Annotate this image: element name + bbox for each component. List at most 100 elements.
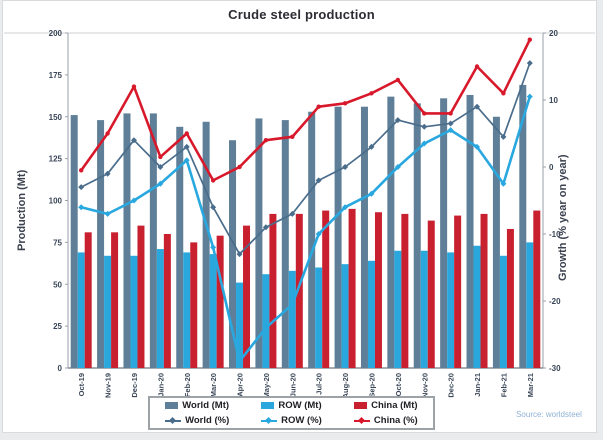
bar-world_mt [70, 115, 78, 368]
marker-row_pct [394, 164, 401, 170]
x-tick-label: Dec-20 [447, 373, 456, 398]
marker-world_pct [183, 143, 190, 150]
bar-row_mt [288, 270, 296, 368]
bar-world_mt [387, 96, 395, 369]
x-tick-label: Feb-20 [183, 373, 192, 397]
left-axis-label: Production (Mt) [16, 169, 28, 251]
left-tick-label: 175 [49, 71, 63, 80]
marker-world_pct [78, 184, 85, 191]
marker-world_pct [262, 224, 269, 231]
x-tick-label: Aug-20 [341, 373, 350, 398]
x-tick-label: Jan-21 [473, 373, 482, 397]
bar-china_mt [401, 213, 409, 368]
marker-china_pct [474, 64, 480, 69]
marker-china_pct [263, 138, 269, 143]
bar-china_mt [269, 213, 277, 368]
marker-china_pct [342, 101, 348, 106]
marker-world_pct [315, 177, 322, 184]
marker-row_pct [157, 180, 164, 187]
marker-world_pct [368, 143, 375, 150]
source-text: Source: worldsteel [516, 410, 582, 419]
chart-title: Crude steel production [228, 7, 375, 22]
legend-label: ROW (Mt) [278, 400, 322, 411]
bar-china_mt [295, 213, 303, 368]
line-china_pct [80, 39, 531, 182]
right-tick-label: -30 [549, 364, 561, 373]
bar-china_mt [163, 234, 171, 368]
marker-row_pct [78, 204, 85, 211]
x-tick-label: Jul-20 [315, 373, 324, 395]
bar-china_mt [348, 208, 356, 368]
x-tick-label: Oct-19 [77, 373, 86, 396]
marker-row_pct [421, 140, 428, 147]
bar-world_mt [440, 98, 448, 368]
marker-world_pct [394, 117, 401, 124]
x-tick-label: Feb-21 [499, 373, 508, 397]
marker-world_pct [236, 251, 243, 258]
bar-world_mt [492, 116, 500, 368]
marker-row_pct [236, 358, 243, 365]
x-tick-label: Oct-20 [394, 373, 403, 396]
marker-china_pct [158, 154, 163, 160]
x-tick-label: Nov-19 [104, 373, 113, 398]
marker-world_pct [474, 103, 481, 110]
right-tick-label: 20 [549, 29, 558, 38]
legend-label: China (%) [373, 415, 418, 426]
bar-row_mt [183, 252, 191, 368]
bar-world_mt [229, 140, 237, 368]
marker-row_pct [210, 244, 217, 251]
legend-label: ROW (%) [281, 415, 322, 426]
x-tick-label: May-20 [262, 373, 271, 398]
x-tick-label: Jan-20 [156, 373, 165, 397]
marker-china_pct [105, 131, 110, 136]
bar-world_mt [360, 106, 368, 368]
chart-legend: World (Mt) ROW (Mt) China (Mt) World (%)… [148, 396, 435, 430]
marker-row_pct [183, 157, 190, 164]
marker-china_pct [131, 84, 137, 89]
bar-china_mt [374, 212, 382, 368]
bar-row_mt [367, 260, 375, 368]
line-row_pct [80, 96, 532, 363]
row-pct-line-swatch-icon [261, 416, 278, 424]
left-tick-label: 25 [53, 322, 62, 331]
marker-china_pct [290, 134, 295, 140]
marker-row_pct [526, 93, 533, 100]
bar-row_mt [156, 249, 164, 368]
row-mt-swatch-icon [261, 402, 275, 409]
marker-china_pct [395, 77, 401, 83]
marker-china_pct [184, 131, 189, 136]
bar-china_mt [322, 210, 330, 368]
marker-china_pct [369, 91, 374, 96]
bar-china_mt [243, 225, 251, 368]
right-tick-label: 0 [549, 163, 554, 172]
marker-row_pct [262, 324, 269, 331]
bar-world_mt [149, 113, 157, 369]
x-tick-label: Nov-20 [420, 373, 429, 398]
marker-world_pct [342, 164, 349, 170]
left-tick-label: 50 [53, 280, 62, 289]
bar-china_mt [454, 215, 462, 368]
legend-item-world-mt: World (Mt) [150, 400, 244, 411]
left-tick-label: 75 [53, 238, 62, 247]
x-tick-label: Mar-21 [526, 373, 535, 397]
right-tick-label: -10 [549, 230, 561, 239]
marker-china_pct [422, 111, 427, 116]
left-tick-label: 200 [49, 29, 63, 38]
bar-china_mt [506, 228, 514, 368]
bar-row_mt [77, 252, 85, 368]
legend-label: World (Mt) [182, 400, 230, 411]
bar-world_mt [255, 118, 263, 368]
x-tick-label: Mar-20 [209, 373, 218, 397]
bar-china_mt [190, 242, 198, 368]
marker-row_pct [500, 180, 507, 187]
bar-china_mt [216, 235, 224, 368]
china-mt-swatch-icon [354, 402, 368, 409]
bar-world_mt [123, 113, 131, 369]
legend-item-world-pct: World (%) [150, 415, 244, 426]
marker-world_pct [447, 120, 454, 127]
bar-world_mt [308, 111, 316, 368]
legend-label: World (%) [185, 415, 230, 426]
marker-china_pct [237, 164, 242, 170]
bar-world_mt [97, 120, 105, 368]
